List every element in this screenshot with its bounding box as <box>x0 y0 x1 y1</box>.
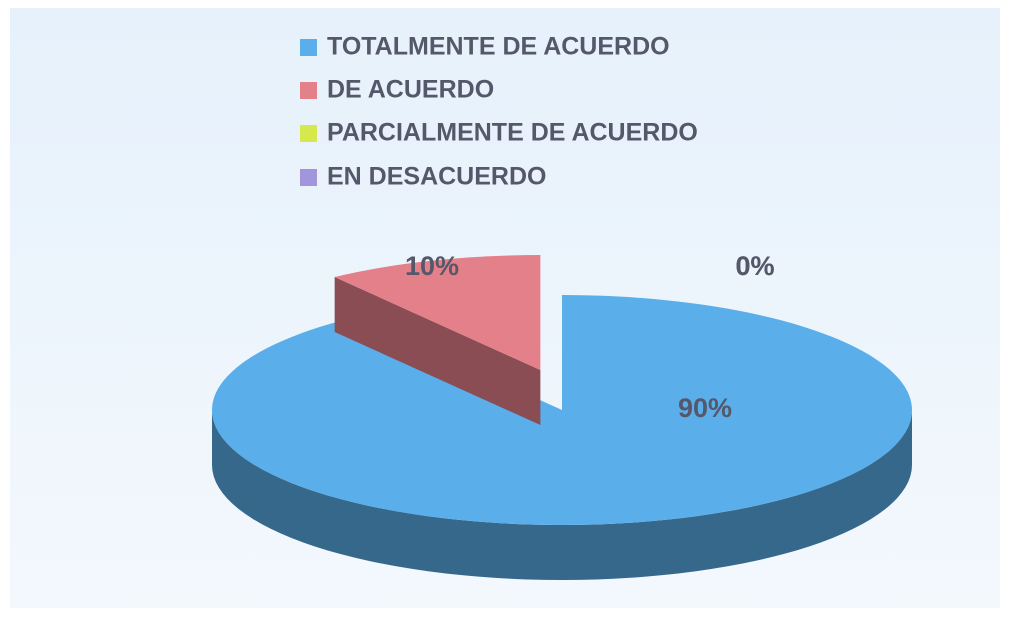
legend-swatch <box>300 125 317 142</box>
data-label: 0% <box>735 251 774 281</box>
legend-label: EN DESACUERDO <box>327 163 546 191</box>
slice <box>212 295 912 525</box>
data-label: 10% <box>405 251 459 281</box>
data-label: 0% <box>735 251 774 281</box>
legend-swatch <box>300 39 317 56</box>
legend-swatch <box>300 169 317 186</box>
legend-label: PARCIALMENTE DE ACUERDO <box>327 119 698 147</box>
legend: TOTALMENTE DE ACUERDO DE ACUERDO PARCIALME… <box>300 33 698 191</box>
slice-side <box>212 410 912 580</box>
pie: 90%10% 0%0% <box>212 251 912 580</box>
data-label: 90% <box>678 393 732 423</box>
legend-swatch <box>300 82 317 99</box>
legend-label: TOTALMENTE DE ACUERDO <box>327 33 670 61</box>
slice <box>334 255 541 371</box>
legend-label: DE ACUERDO <box>327 76 494 104</box>
slice-cut-face <box>334 277 541 426</box>
